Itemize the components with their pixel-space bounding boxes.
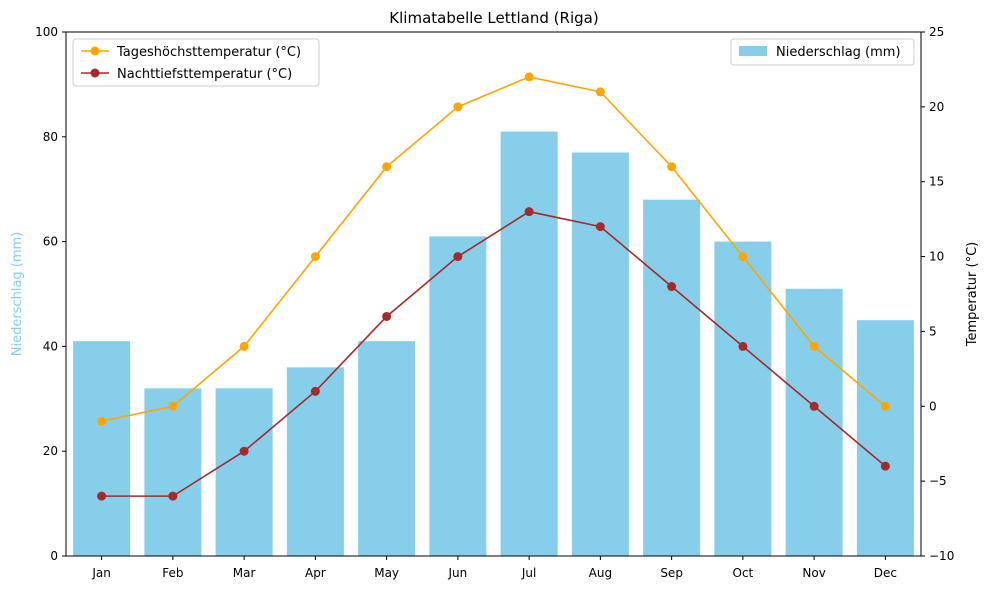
legend-bars-box [730,38,915,66]
point-0-jan [97,416,107,426]
x-tick-label: Nov [802,566,825,580]
x-tick-label: Apr [305,566,326,580]
x-tick-label: Oct [733,566,754,580]
point-0-dec [880,401,890,411]
legend-lines-box [72,38,320,87]
series-line-0 [101,76,886,423]
bar-may [358,341,416,556]
right-tick-label: −10 [929,549,954,563]
point-1-jan [97,491,107,501]
point-0-aug [595,87,605,97]
lines-layer [97,72,890,501]
point-0-feb [168,401,178,411]
point-1-may [382,311,392,321]
point-1-feb [168,491,178,501]
point-0-oct [738,252,748,262]
left-axis: 0 20 40 60 80 100 [35,25,66,563]
right-tick-label: 15 [929,175,944,189]
point-1-nov [809,401,819,411]
legend-lines: Tageshöchsttemperatur (°C) Nachttiefstte… [72,38,320,87]
right-tick-label: 20 [929,100,944,114]
legend-line-tmin-marker [90,68,100,78]
legend-tmax-label: Tageshöchsttemperatur (°C) [116,45,301,60]
point-0-jun [453,102,463,112]
x-axis: Jan Feb Mar Apr May Jun Jul Aug Sep Oct Nov Dec [91,556,897,580]
x-tick-label: Jul [521,566,536,580]
left-tick-label: 60 [43,235,58,249]
bar-feb [144,388,202,556]
point-0-may [382,162,392,172]
bar-jun [429,236,487,557]
point-0-mar [239,341,249,351]
point-0-jul [524,72,534,82]
bar-oct [714,241,772,556]
point-0-apr [310,252,320,262]
legend-bars: Niederschlag (mm) [730,38,915,66]
right-tick-label: 25 [929,25,944,39]
point-1-oct [738,341,748,351]
x-tick-label: May [374,566,399,580]
left-axis-label: Niederschlag (mm) [10,232,25,357]
right-axis: −10 −5 0 5 10 15 20 25 [921,25,954,563]
left-tick-label: 20 [43,444,58,458]
point-0-nov [809,341,819,351]
bar-jul [500,131,558,556]
left-tick-label: 40 [43,339,58,353]
bar-apr [286,367,344,556]
bar-dec [856,320,914,556]
bar-aug [571,152,629,556]
right-tick-label: 0 [929,399,937,413]
bar-jan [73,341,131,556]
series-line-1 [101,210,886,497]
x-tick-label: Jun [448,566,468,580]
point-1-apr [310,386,320,396]
legend-tmin-label: Nachttiefsttemperatur (°C) [117,67,292,82]
point-1-aug [595,222,605,232]
left-tick-label: 0 [50,549,58,563]
bars-layer [73,131,914,557]
plot-frame [65,31,922,557]
legend-precip-label: Niederschlag (mm) [776,45,901,60]
chart-title: Klimatabelle Lettland (Riga) [389,9,598,27]
x-tick-label: Aug [589,566,612,580]
point-1-mar [239,446,249,456]
left-tick-label: 80 [43,130,58,144]
legend-bar-swatch [739,46,767,56]
x-tick-label: Sep [660,566,683,580]
right-tick-label: −5 [929,474,947,488]
point-0-sep [667,162,677,172]
point-1-sep [667,282,677,292]
left-tick-label: 100 [35,25,58,39]
right-tick-label: 10 [929,250,944,264]
x-tick-label: Jan [91,566,111,580]
bar-sep [643,199,701,556]
point-1-dec [880,461,890,471]
right-axis-label: Temperatur (°C) [965,242,980,348]
x-tick-label: Dec [874,566,897,580]
point-1-jun [453,252,463,262]
x-tick-label: Feb [162,566,183,580]
legend-line-tmax-marker [90,46,100,56]
point-1-jul [524,207,534,217]
right-tick-label: 5 [929,324,937,338]
x-tick-label: Mar [233,566,256,580]
bar-mar [215,388,273,556]
